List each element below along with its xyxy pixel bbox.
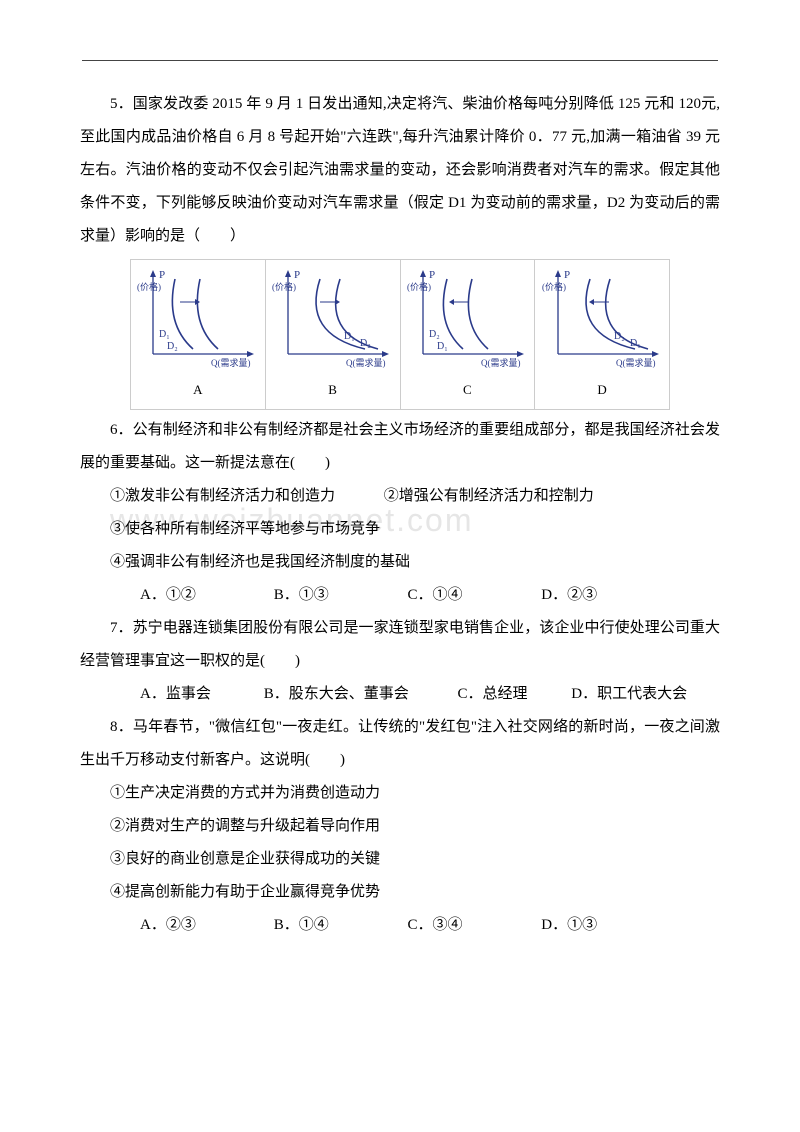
svg-text:D₁: D₁ xyxy=(437,341,448,352)
svg-text:D₁: D₁ xyxy=(344,331,355,342)
q7-opt-b[interactable]: B．股东大会、董事会 xyxy=(234,678,424,711)
q6-opt-c[interactable]: C．①④ xyxy=(378,579,508,612)
q8-text: 8．马年春节，"微信红包"一夜走红。让传统的"发红包"注入社交网络的新时尚，一夜… xyxy=(80,711,720,777)
chart-figure: P (价格) D₁ D₂ Q(需求量) A xyxy=(130,259,670,410)
svg-text:Q(需求量): Q(需求量) xyxy=(616,357,656,368)
svg-text:D₁: D₁ xyxy=(630,338,641,349)
q8-opt-d[interactable]: D．①③ xyxy=(511,909,641,942)
svg-text:(价格): (价格) xyxy=(407,281,431,292)
q8-s1: ①生产决定消费的方式并为消费创造动力 xyxy=(80,777,720,810)
chart-label-d: D xyxy=(537,374,667,407)
chart-panel-c: P (价格) D₂ D₁ Q(需求量) C xyxy=(401,260,536,409)
q6-text: 6．公有制经济和非公有制经济都是社会主义市场经济的重要组成部分，都是我国经济社会… xyxy=(80,414,720,480)
svg-text:Q(需求量): Q(需求量) xyxy=(346,357,386,368)
svg-text:P: P xyxy=(294,269,300,281)
q7-opt-c[interactable]: C．总经理 xyxy=(428,678,538,711)
q6-opt-a[interactable]: A．①② xyxy=(110,579,240,612)
chart-ylabel-sub: (价格) xyxy=(137,281,161,292)
q6-opt-d[interactable]: D．②③ xyxy=(511,579,641,612)
q7-text: 7．苏宁电器连锁集团股份有限公司是一家连锁型家电销售企业，该企业中行使处理公司重… xyxy=(80,612,720,678)
chart-svg-c: P (价格) D₂ D₁ Q(需求量) xyxy=(405,264,530,374)
chart-svg-d: P (价格) D₂ D₁ Q(需求量) xyxy=(540,264,665,374)
svg-text:D₂: D₂ xyxy=(167,341,178,352)
q6-s4: ④强调非公有制经济也是我国经济制度的基础 xyxy=(80,546,720,579)
q6-s1: ①激发非公有制经济活力和创造力 xyxy=(110,488,335,504)
q8-options: A．②③ B．①④ C．③④ D．①③ xyxy=(80,909,720,942)
chart-panel-a: P (价格) D₁ D₂ Q(需求量) A xyxy=(131,260,266,409)
svg-text:D₂: D₂ xyxy=(429,329,440,340)
q5-text: 5．国家发改委 2015 年 9 月 1 日发出通知,决定将汽、柴油价格每吨分别… xyxy=(80,88,720,253)
chart-label-a: A xyxy=(133,374,263,407)
q7-opt-d[interactable]: D．职工代表大会 xyxy=(541,678,687,711)
chart-panel-d: P (价格) D₂ D₁ Q(需求量) D xyxy=(535,260,669,409)
q8-opt-a[interactable]: A．②③ xyxy=(110,909,240,942)
q8-opt-c[interactable]: C．③④ xyxy=(378,909,508,942)
svg-text:D₁: D₁ xyxy=(159,329,170,340)
chart-svg-a: P (价格) D₁ D₂ Q(需求量) xyxy=(135,264,260,374)
svg-text:(价格): (价格) xyxy=(542,281,566,292)
chart-svg-b: P (价格) D₁ D₂ Q(需求量) xyxy=(270,264,395,374)
svg-text:Q(需求量): Q(需求量) xyxy=(211,357,251,368)
q6-opt-b[interactable]: B．①③ xyxy=(244,579,374,612)
q6-s12: ①激发非公有制经济活力和创造力 ②增强公有制经济活力和控制力 xyxy=(80,480,720,513)
chart-ylabel: P xyxy=(159,269,165,281)
svg-text:(价格): (价格) xyxy=(272,281,296,292)
chart-label-c: C xyxy=(403,374,533,407)
q6-options: A．①② B．①③ C．①④ D．②③ xyxy=(80,579,720,612)
q8-s2: ②消费对生产的调整与升级起着导向作用 xyxy=(80,810,720,843)
svg-text:D₂: D₂ xyxy=(614,331,625,342)
q6-s3: ③使各种所有制经济平等地参与市场竞争 xyxy=(80,513,720,546)
chart-row: P (价格) D₁ D₂ Q(需求量) A xyxy=(131,260,669,409)
q8-s4: ④提高创新能力有助于企业赢得竞争优势 xyxy=(80,876,720,909)
q7-opt-a[interactable]: A．监事会 xyxy=(110,678,230,711)
q8-opt-b[interactable]: B．①④ xyxy=(244,909,374,942)
q8-s3: ③良好的商业创意是企业获得成功的关键 xyxy=(80,843,720,876)
svg-text:D₂: D₂ xyxy=(360,338,371,349)
svg-text:P: P xyxy=(564,269,570,281)
q7-options: A．监事会 B．股东大会、董事会 C．总经理 D．职工代表大会 xyxy=(80,678,720,711)
page-header-rule xyxy=(82,60,718,61)
q6-s2: ②增强公有制经济活力和控制力 xyxy=(384,488,594,504)
svg-text:P: P xyxy=(429,269,435,281)
chart-panel-b: P (价格) D₁ D₂ Q(需求量) B xyxy=(266,260,401,409)
svg-text:Q(需求量): Q(需求量) xyxy=(481,357,521,368)
chart-label-b: B xyxy=(268,374,398,407)
page-content: 5．国家发改委 2015 年 9 月 1 日发出通知,决定将汽、柴油价格每吨分别… xyxy=(80,88,720,942)
